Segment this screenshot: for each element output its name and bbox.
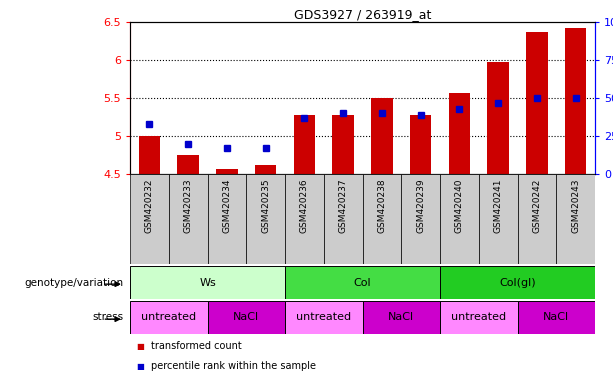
Text: GSM420238: GSM420238 xyxy=(378,179,386,233)
Bar xyxy=(487,61,509,174)
Bar xyxy=(440,266,595,299)
Bar xyxy=(139,136,160,174)
Bar xyxy=(362,301,440,334)
Bar xyxy=(294,116,315,174)
Text: GSM420235: GSM420235 xyxy=(261,179,270,233)
Title: GDS3927 / 263919_at: GDS3927 / 263919_at xyxy=(294,8,431,21)
Text: untreated: untreated xyxy=(141,313,196,323)
Bar xyxy=(285,266,440,299)
Bar xyxy=(362,174,402,264)
Bar xyxy=(216,169,237,174)
Text: GSM420237: GSM420237 xyxy=(338,179,348,233)
Bar xyxy=(517,301,595,334)
Bar xyxy=(178,155,199,174)
Text: untreated: untreated xyxy=(296,313,351,323)
Text: Col(gl): Col(gl) xyxy=(499,278,536,288)
Text: GSM420233: GSM420233 xyxy=(184,179,192,233)
Text: percentile rank within the sample: percentile rank within the sample xyxy=(151,361,316,371)
Text: untreated: untreated xyxy=(451,313,506,323)
Text: GSM420239: GSM420239 xyxy=(416,179,425,233)
Text: NaCl: NaCl xyxy=(388,313,414,323)
Text: Col: Col xyxy=(354,278,371,288)
Bar xyxy=(440,301,517,334)
Text: ■: ■ xyxy=(136,341,144,351)
Bar xyxy=(449,93,470,174)
Bar xyxy=(332,116,354,174)
Text: ■: ■ xyxy=(136,361,144,371)
Text: GSM420232: GSM420232 xyxy=(145,179,154,233)
Bar xyxy=(517,174,556,264)
Text: stress: stress xyxy=(93,313,124,323)
Text: transformed count: transformed count xyxy=(151,341,242,351)
Bar xyxy=(246,174,285,264)
Bar xyxy=(479,174,517,264)
Bar xyxy=(255,165,276,174)
Text: GSM420236: GSM420236 xyxy=(300,179,309,233)
Bar xyxy=(169,174,207,264)
Bar xyxy=(402,174,440,264)
Text: GSM420240: GSM420240 xyxy=(455,179,464,233)
Bar xyxy=(440,174,479,264)
Bar xyxy=(285,301,362,334)
Text: GSM420243: GSM420243 xyxy=(571,179,580,233)
Bar xyxy=(130,174,169,264)
Text: GSM420242: GSM420242 xyxy=(532,179,541,233)
Text: genotype/variation: genotype/variation xyxy=(25,278,124,288)
Bar xyxy=(565,28,586,174)
Text: GSM420241: GSM420241 xyxy=(493,179,503,233)
Bar xyxy=(556,174,595,264)
Text: NaCl: NaCl xyxy=(543,313,569,323)
Bar xyxy=(285,174,324,264)
Bar xyxy=(371,98,392,174)
Text: GSM420234: GSM420234 xyxy=(223,179,231,233)
Bar xyxy=(324,174,362,264)
Bar xyxy=(207,174,246,264)
Bar xyxy=(526,32,547,174)
Text: Ws: Ws xyxy=(199,278,216,288)
Bar xyxy=(130,266,285,299)
Bar xyxy=(130,301,207,334)
Text: NaCl: NaCl xyxy=(233,313,259,323)
Bar xyxy=(410,116,432,174)
Bar xyxy=(207,301,285,334)
